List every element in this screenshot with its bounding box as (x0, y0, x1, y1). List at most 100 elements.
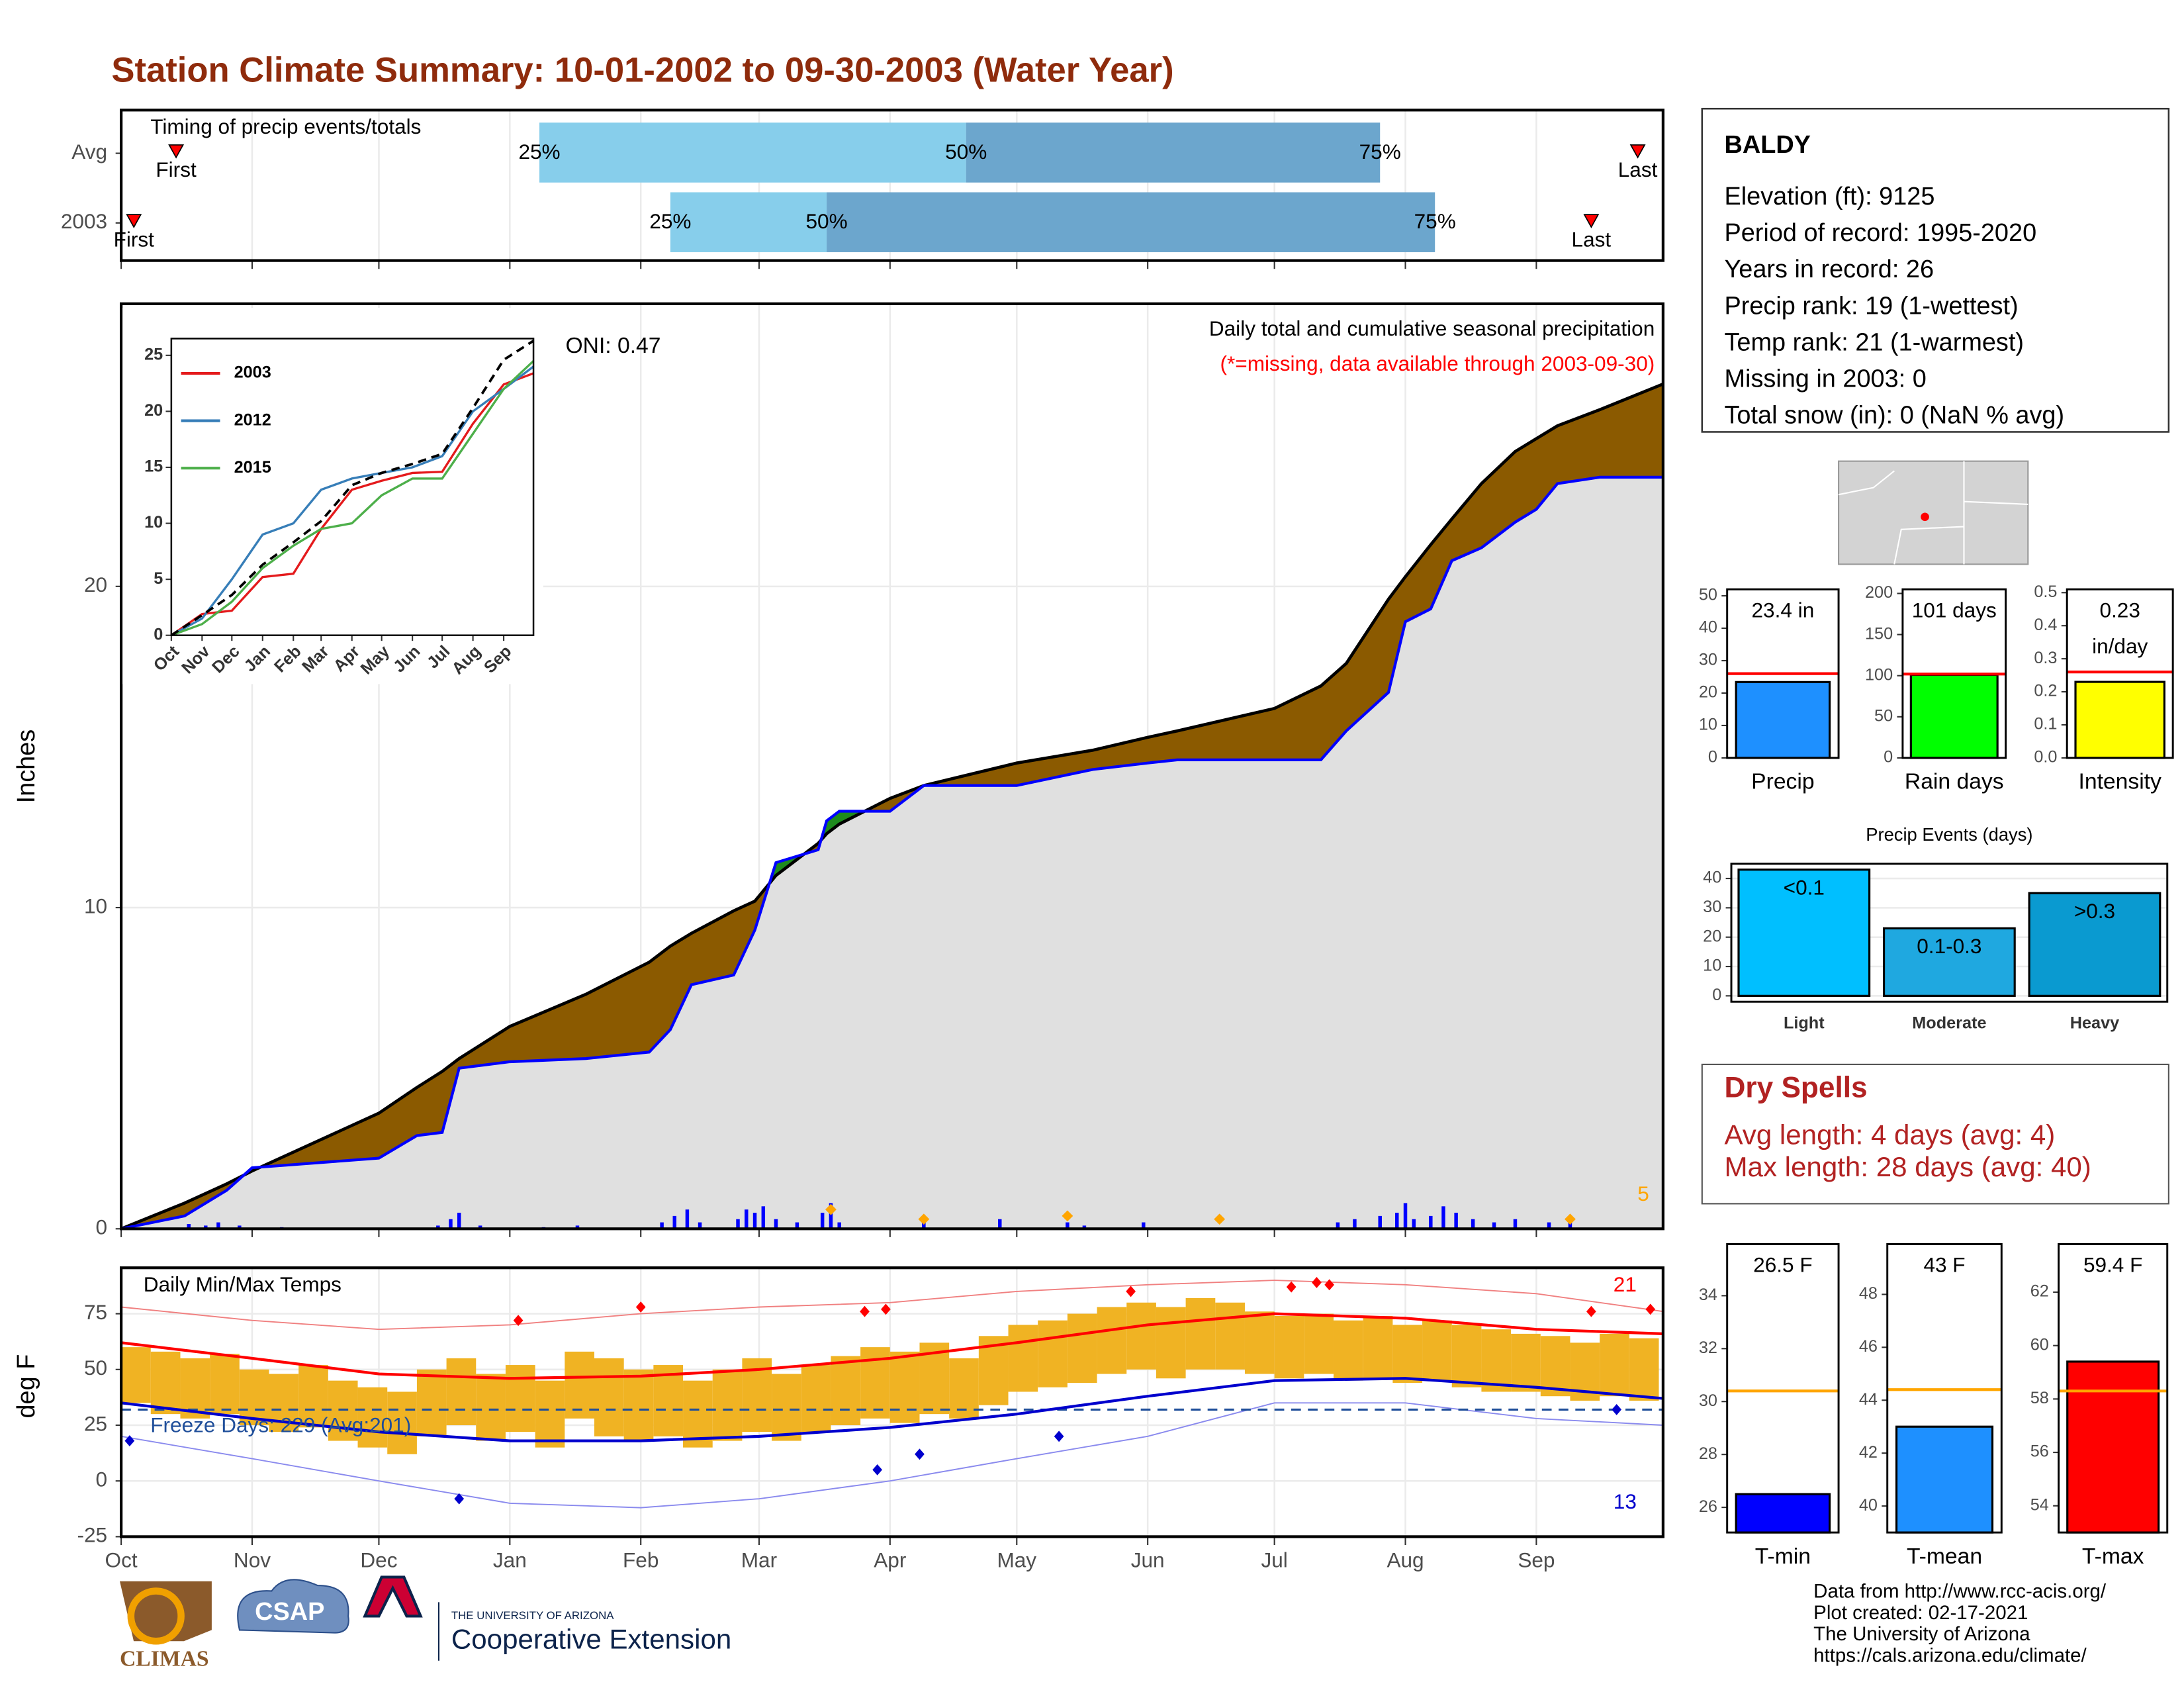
extension-label: Cooperative Extension (451, 1623, 731, 1654)
y-tick-label: 0.3 (2034, 649, 2057, 667)
record-marker (1062, 1210, 1073, 1222)
record-high-marker (1312, 1277, 1322, 1288)
y-tick-label: 0.4 (2034, 616, 2057, 634)
temp-range-bar (1451, 1325, 1482, 1387)
ua-logo (363, 1575, 423, 1618)
climas-label: CLIMAS (120, 1646, 209, 1671)
daily-precip-bar (204, 1225, 208, 1229)
temp-range-bar (535, 1380, 565, 1448)
record-high-marker (1645, 1303, 1656, 1315)
x-tick-label: Mar (741, 1548, 777, 1572)
quantile-label: 50% (805, 209, 847, 233)
y-tick-label: 26 (1699, 1497, 1717, 1516)
info-line: Period of record: 1995-2020 (1724, 219, 2036, 247)
temp-range-bar (1156, 1307, 1186, 1379)
info-line: Elevation (ft): 9125 (1724, 183, 1934, 211)
temp-range-bar (357, 1387, 388, 1448)
temp-range-bar (387, 1391, 417, 1454)
temp-range-bar (180, 1358, 210, 1419)
temp-range-bar (1511, 1333, 1541, 1392)
y-tick-label: 100 (1865, 665, 1893, 684)
record-count: 5 (1637, 1182, 1649, 1205)
quantile-label: 75% (1414, 209, 1456, 233)
category-label: Rain days (1905, 770, 2004, 794)
panel-frame (1901, 588, 2007, 759)
record-low-line (120, 1402, 1663, 1509)
daily-precip-bar (1395, 1213, 1399, 1229)
record-marker (918, 1213, 930, 1225)
record-marker (825, 1203, 837, 1215)
temp-range-bar (712, 1369, 743, 1441)
event-label: Last (1618, 158, 1658, 181)
panel-frame (119, 302, 1664, 1231)
y-tick-label: 0.2 (2034, 682, 2057, 700)
inset-plot (171, 338, 534, 635)
temp-range-bar (594, 1358, 624, 1436)
value-label: 101 days (1912, 598, 1997, 622)
category-label: T-max (2082, 1544, 2144, 1569)
temp-range-bar (1422, 1320, 1452, 1381)
y-tick-label: 50 (1874, 706, 1893, 725)
category-label: T-mean (1907, 1544, 1982, 1569)
panel-frame (2066, 588, 2174, 759)
daily-precip-bar (449, 1219, 453, 1229)
university-label: THE UNIVERSITY OF ARIZONA (451, 1609, 614, 1622)
bar-label: >0.3 (2074, 899, 2115, 923)
temp-range-bar (772, 1374, 801, 1441)
y-tick-label: 20 (1699, 683, 1717, 702)
bar (2066, 1360, 2160, 1534)
quantile-label: 75% (1359, 140, 1401, 164)
y-tick-label: 50 (84, 1356, 107, 1380)
temp-range-bar (446, 1358, 477, 1426)
daily-precip-bar (1336, 1222, 1340, 1229)
footer-line: Plot created: 02-17-2021 (1813, 1602, 2028, 1624)
temp-range-bar (831, 1356, 861, 1426)
panel-background (1727, 1244, 1839, 1533)
daily-precip-bar (837, 1222, 841, 1229)
x-tick-label: Jan (493, 1548, 527, 1572)
timing-bar (539, 122, 966, 183)
temp-range-bar (1392, 1325, 1423, 1383)
y-tick-label: 40 (1699, 618, 1717, 637)
bar (2028, 892, 2161, 997)
bar (2074, 680, 2165, 759)
info-line: Temp rank: 21 (1-warmest) (1724, 328, 2024, 356)
record-high-marker (1586, 1305, 1596, 1317)
station-dot (1921, 512, 1929, 522)
daily-precip-bar (1403, 1203, 1408, 1229)
temp-range-bar (565, 1351, 594, 1419)
daily-precip-bar (1082, 1225, 1087, 1229)
temp-range-bar (239, 1369, 269, 1426)
daily-precip-bar (1454, 1213, 1458, 1229)
x-tick-label: Feb (623, 1548, 659, 1572)
category-label: Intensity (2079, 770, 2162, 794)
panel-label: Daily Min/Max Temps (144, 1272, 341, 1296)
y-tick-label: 46 (1859, 1337, 1878, 1356)
daily-precip-bar (829, 1203, 833, 1229)
footer-line: https://cals.arizona.edu/climate/ (1813, 1645, 2087, 1667)
y-tick-label: 32 (1699, 1338, 1717, 1357)
timing-bar (827, 192, 1435, 252)
record-low-marker (872, 1464, 883, 1476)
y-tick-label: 20 (84, 573, 107, 596)
footer-line: The University of Arizona (1813, 1623, 2030, 1645)
daily-precip-bar (575, 1225, 580, 1229)
y-tick-label: 0 (1708, 748, 1717, 767)
y-tick-label: 0 (154, 625, 163, 643)
y-axis-title: Inches (13, 729, 40, 804)
y-tick-label: 10 (1699, 716, 1717, 734)
category-label: Light (1784, 1014, 1825, 1033)
temp-range-bar (121, 1347, 151, 1403)
timing-bar (670, 192, 827, 252)
y-tick-label: 28 (1699, 1444, 1717, 1463)
info-line: Total snow (in): 0 (NaN % avg) (1724, 402, 2064, 430)
panel-frame (1730, 863, 2169, 1003)
y-tick-label: -25 (77, 1523, 107, 1547)
value-label: 26.5 F (1753, 1252, 1812, 1276)
daily-precip-bar (1547, 1222, 1551, 1229)
y-tick-label: 34 (1699, 1286, 1717, 1304)
y-tick-label: 30 (1703, 898, 1721, 916)
y-tick-label: 20 (144, 401, 163, 420)
y-axis-title: deg F (13, 1354, 40, 1419)
